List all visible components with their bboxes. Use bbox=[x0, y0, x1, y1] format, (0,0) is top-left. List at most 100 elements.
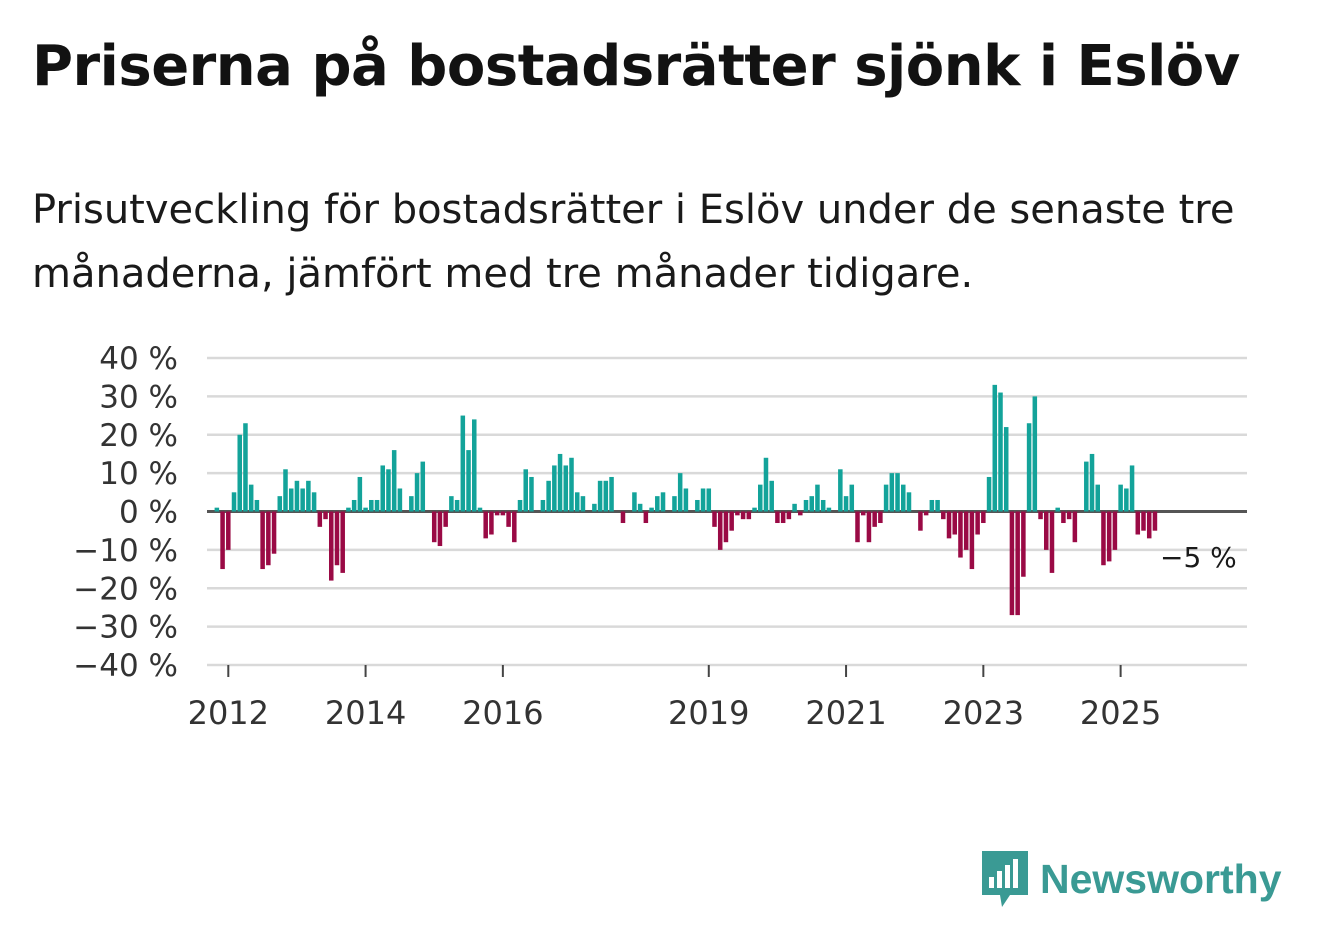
bar bbox=[466, 450, 471, 512]
bar bbox=[374, 499, 380, 512]
bar bbox=[1152, 511, 1158, 531]
x-tick-label: 2014 bbox=[325, 694, 406, 732]
y-tick-label: −30 % bbox=[73, 610, 178, 646]
bar bbox=[300, 488, 305, 512]
bar bbox=[952, 511, 957, 535]
bar bbox=[1084, 461, 1089, 512]
bar bbox=[517, 499, 523, 512]
bar bbox=[958, 511, 963, 558]
bar bbox=[695, 499, 700, 512]
bar bbox=[803, 499, 809, 512]
bar bbox=[317, 511, 323, 527]
bar bbox=[369, 499, 374, 512]
bar bbox=[986, 476, 992, 512]
bar bbox=[866, 511, 872, 543]
y-tick-label: −10 % bbox=[73, 533, 178, 569]
bar bbox=[580, 496, 586, 512]
bar bbox=[351, 499, 357, 512]
bar bbox=[266, 511, 271, 566]
bar bbox=[649, 507, 654, 512]
bar bbox=[1141, 511, 1146, 531]
bar bbox=[643, 511, 649, 524]
bars bbox=[214, 384, 1158, 616]
bar bbox=[723, 511, 729, 543]
bar bbox=[1089, 453, 1095, 512]
bar bbox=[758, 484, 763, 512]
bar bbox=[935, 499, 940, 512]
y-tick-label: 40 % bbox=[99, 341, 178, 377]
bar bbox=[237, 434, 242, 512]
y-tick-label: −20 % bbox=[73, 571, 178, 607]
bar bbox=[391, 450, 397, 512]
bar bbox=[843, 496, 849, 512]
bar bbox=[929, 499, 935, 512]
bar bbox=[472, 419, 477, 512]
bar bbox=[1101, 511, 1106, 566]
annotations: −5 % bbox=[1160, 541, 1237, 574]
bar bbox=[1129, 465, 1135, 512]
bar bbox=[489, 511, 494, 535]
bar bbox=[357, 476, 363, 512]
bar bbox=[769, 480, 774, 512]
bar bbox=[500, 511, 506, 516]
bar bbox=[1061, 511, 1066, 524]
bar bbox=[946, 511, 952, 539]
bar bbox=[1015, 511, 1020, 616]
y-tick-label: 0 % bbox=[119, 495, 178, 531]
bar bbox=[1135, 511, 1141, 535]
bar bbox=[660, 492, 666, 512]
bar bbox=[717, 511, 723, 550]
chart-title: Priserna på bostadsrätter sjönk i Eslöv bbox=[32, 34, 1240, 99]
bar bbox=[632, 492, 637, 512]
chart-subtitle: Prisutveckling för bostadsrätter i Eslöv… bbox=[32, 187, 1235, 297]
bar bbox=[941, 511, 946, 520]
bar bbox=[546, 480, 551, 512]
bar bbox=[706, 488, 712, 512]
last-value-label: −5 % bbox=[1160, 541, 1237, 574]
bar bbox=[552, 465, 557, 512]
bar bbox=[809, 496, 814, 512]
bar bbox=[752, 507, 757, 512]
bar bbox=[271, 511, 277, 554]
bar bbox=[557, 453, 563, 512]
bar bbox=[677, 473, 683, 512]
y-tick-label: 10 % bbox=[99, 456, 178, 492]
bar bbox=[420, 461, 426, 512]
bar bbox=[243, 423, 248, 512]
bar bbox=[798, 511, 803, 516]
bar bbox=[895, 473, 900, 512]
bar bbox=[860, 511, 866, 516]
bar bbox=[226, 511, 231, 550]
bar bbox=[735, 511, 740, 516]
bar bbox=[506, 511, 511, 527]
bar bbox=[283, 469, 288, 512]
bar bbox=[1009, 511, 1015, 616]
bar bbox=[620, 511, 626, 524]
bar bbox=[923, 511, 929, 516]
bar bbox=[248, 484, 254, 512]
bar bbox=[340, 511, 345, 573]
bar bbox=[597, 480, 603, 512]
bar bbox=[1124, 488, 1129, 512]
bar bbox=[563, 465, 569, 512]
bar bbox=[363, 507, 368, 512]
bar bbox=[792, 503, 797, 512]
bar bbox=[569, 457, 574, 512]
bar bbox=[918, 511, 923, 531]
y-tick-label: −40 % bbox=[73, 648, 178, 684]
bar bbox=[992, 384, 998, 512]
bar bbox=[449, 496, 454, 512]
bar bbox=[592, 503, 597, 512]
x-axis: 2012 2014 2016 2019 2021 2023 2025 bbox=[188, 665, 1161, 732]
bar bbox=[981, 511, 986, 524]
bar bbox=[306, 480, 311, 512]
bar bbox=[431, 511, 437, 543]
bar bbox=[231, 492, 237, 512]
x-tick-label: 2012 bbox=[188, 694, 269, 732]
bar bbox=[838, 469, 843, 512]
bar bbox=[1003, 427, 1009, 512]
bar bbox=[494, 511, 500, 516]
bar bbox=[254, 499, 260, 512]
bar bbox=[220, 511, 225, 570]
bar bbox=[460, 415, 466, 512]
